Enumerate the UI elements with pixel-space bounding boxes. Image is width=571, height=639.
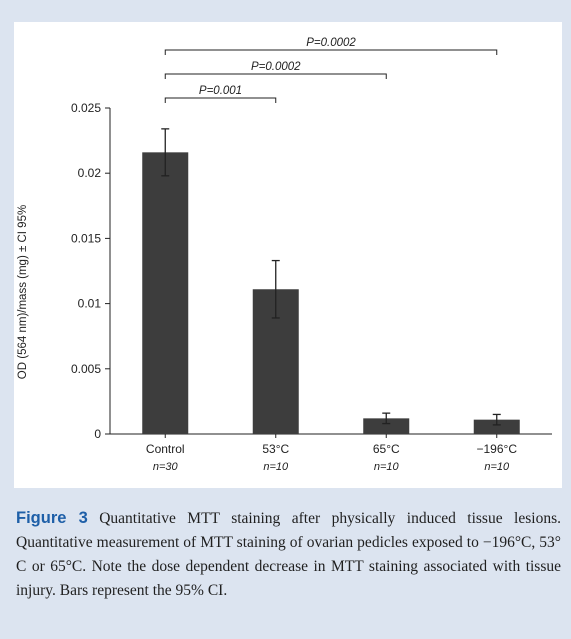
y-tick-label: 0 <box>94 427 101 441</box>
figure-label: Figure 3 <box>16 509 88 527</box>
bar <box>142 152 189 434</box>
y-tick-label: 0.025 <box>71 101 101 115</box>
significance-label: P=0.0002 <box>306 37 356 49</box>
caption-text: Quantitative MTT staining after physical… <box>16 510 561 599</box>
y-axis-label: OD (564 nm)/mass (mg) ± CI 95% <box>17 205 29 379</box>
significance-brackets: P=0.001 P=0.0002 P=0.0002 <box>164 37 498 103</box>
y-tick-label: 0.015 <box>71 231 101 245</box>
significance-bracket <box>164 97 277 103</box>
n-label: n=10 <box>374 461 400 473</box>
y-tick-label: 0.005 <box>71 362 101 376</box>
y-tick-label: 0.01 <box>78 297 102 311</box>
bar-chart: 0 0.005 0.01 0.015 0.02 0.025 Control n=30 53°C… <box>17 37 552 473</box>
significance-bracket <box>164 49 498 55</box>
n-label: n=10 <box>263 461 289 473</box>
significance-bracket <box>164 73 387 79</box>
y-ticks: 0 0.005 0.01 0.015 0.02 0.025 <box>71 101 110 441</box>
category-label: 53°C <box>262 442 289 456</box>
significance-label: P=0.001 <box>199 85 242 97</box>
figure-caption: Figure 3 Quantitative MTT staining after… <box>16 506 561 603</box>
category-label: Control <box>146 442 185 456</box>
bar <box>473 419 520 434</box>
y-tick-label: 0.02 <box>78 166 102 180</box>
significance-label: P=0.0002 <box>251 61 301 73</box>
error-bars <box>161 128 501 426</box>
category-label: 65°C <box>373 442 400 456</box>
bars <box>142 152 520 438</box>
bar <box>363 418 410 434</box>
x-labels: Control n=30 53°C n=10 65°C n=10 −196°C n=10 <box>146 442 517 473</box>
figure-panel: 0 0.005 0.01 0.015 0.02 0.025 Control n=30 53°C… <box>14 22 562 488</box>
n-label: n=10 <box>484 461 510 473</box>
n-label: n=30 <box>153 461 179 473</box>
category-label: −196°C <box>477 442 518 456</box>
